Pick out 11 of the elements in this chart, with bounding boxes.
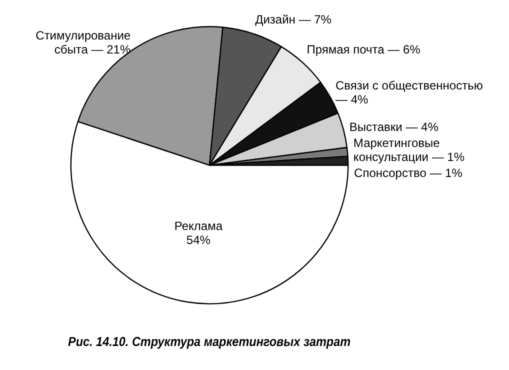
data-label: 54%: [186, 232, 211, 247]
slice-label: Выставки — 4%: [349, 120, 439, 134]
slice-label: Дизайн — 7%: [255, 12, 332, 26]
slice-label: Стимулирование сбыта — 21%: [36, 28, 131, 56]
slice-label: Маркетинговые консультации — 1%: [353, 136, 465, 164]
data-label: — 4%: [335, 92, 368, 107]
slice-label: Прямая почта — 6%: [306, 42, 421, 56]
slice-label: Спонсорство — 1%: [354, 166, 463, 180]
slice-label: Связи с общественностью: [335, 78, 483, 93]
text: Рис. 14.10. Структура маркетинговых затрат: [68, 334, 351, 349]
slice-label: Реклама: [174, 218, 223, 233]
